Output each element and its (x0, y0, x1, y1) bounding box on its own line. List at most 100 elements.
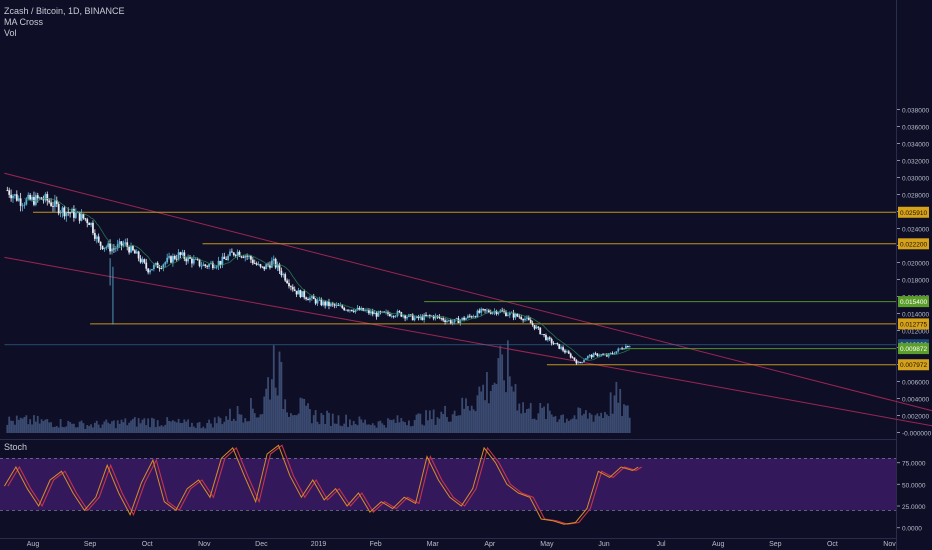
candle-body (221, 256, 224, 265)
volume-bar (27, 424, 30, 433)
candle-body (489, 312, 492, 314)
candle-body (602, 354, 604, 356)
volume-bar (586, 418, 589, 433)
volume-bar (347, 426, 349, 433)
volume-bar (533, 418, 536, 433)
candle-body (394, 315, 397, 317)
volume-bar (122, 422, 125, 433)
candle-body (588, 355, 591, 356)
volume-bar (221, 424, 224, 433)
volume-bar (518, 403, 521, 433)
candle-body (101, 245, 104, 250)
volume-bar (564, 422, 566, 433)
price-label-box (898, 318, 929, 330)
volume-bar (210, 423, 212, 433)
candle-body (59, 212, 62, 214)
volume-bar (474, 411, 477, 433)
candle-body (611, 353, 614, 354)
indicator-ma-cross[interactable]: MA Cross (4, 17, 44, 27)
volume-bar (213, 417, 216, 433)
volume-bar (248, 421, 250, 433)
price-label-text: 0.025910 (900, 210, 927, 217)
candle-body (432, 315, 435, 319)
candle-body (564, 350, 566, 353)
volume-bar (154, 427, 157, 433)
volume-bar (497, 358, 500, 433)
candle-body (560, 347, 563, 349)
volume-bar (487, 403, 490, 433)
candle-body (310, 296, 313, 298)
stoch-indicator-label[interactable]: Stoch (4, 442, 28, 452)
candle-body (537, 326, 540, 328)
candle-body (558, 343, 561, 349)
volume-bar (545, 419, 547, 433)
volume-bar (615, 381, 618, 433)
candle-body (470, 316, 473, 318)
candle-body (52, 206, 54, 207)
volume-bar (522, 402, 525, 433)
volume-bar (107, 422, 110, 433)
candle-body (495, 311, 498, 315)
volume-bar (63, 427, 66, 433)
volume-bar (82, 423, 85, 433)
volume-bar (588, 412, 591, 433)
volume-bar (124, 418, 127, 433)
candle-body (139, 258, 142, 263)
candle-body (297, 290, 300, 295)
candle-body (438, 316, 441, 319)
candle-body (263, 266, 266, 270)
volume-bar (527, 408, 530, 433)
candle-body (501, 310, 504, 312)
candle-body (149, 270, 151, 273)
time-axis-label: Oct (142, 541, 153, 548)
candle-body (569, 353, 572, 358)
candle-body (465, 318, 467, 320)
volume-bar (111, 421, 113, 433)
volume-bar (147, 418, 150, 433)
volume-bar (90, 424, 92, 433)
volume-bar (326, 410, 328, 433)
volume-bar (139, 423, 142, 433)
indicator-volume[interactable]: Vol (4, 28, 17, 38)
volume-bar (305, 405, 308, 433)
candle-body (122, 243, 125, 246)
candle-body (132, 245, 134, 251)
time-axis-label: Aug (27, 541, 40, 548)
candle-body (598, 355, 601, 357)
candle-body (565, 351, 568, 353)
candle-body (57, 203, 60, 214)
candle-body (175, 258, 178, 260)
volume-bar (215, 423, 218, 433)
candle-body (316, 300, 319, 304)
volume-bar (594, 415, 597, 433)
volume-bar (331, 413, 334, 433)
volume-bar (548, 410, 551, 433)
candle-body (577, 362, 580, 364)
volume-bar (434, 424, 437, 433)
candle-body (484, 309, 486, 311)
volume-bar (145, 425, 148, 433)
candle-body (364, 310, 367, 312)
candle-body (229, 251, 231, 256)
candle-body (105, 247, 108, 248)
candle-body (248, 256, 250, 257)
candle-body (442, 318, 445, 321)
volume-bar (120, 419, 123, 433)
volume-bar (78, 421, 81, 433)
volume-bar (250, 397, 252, 433)
volume-bar (516, 410, 519, 433)
volume-bar (17, 419, 20, 433)
candle-body (15, 194, 18, 201)
symbol-title[interactable]: Zcash / Bitcoin, 1D, BINANCE (4, 6, 125, 16)
candle-body (428, 315, 431, 317)
volume-bar (143, 418, 146, 433)
candle-body (356, 307, 359, 310)
volume-bar (428, 410, 431, 433)
time-axis[interactable]: Aug Sep Oct Nov Dec 2019 Feb Mar Apr May Jun Jul Aug… (27, 541, 896, 548)
volume-bar (227, 419, 229, 433)
volume-bar (230, 420, 233, 433)
candle-body (31, 196, 33, 200)
volume-bar (552, 416, 555, 433)
candle-body (548, 337, 551, 339)
